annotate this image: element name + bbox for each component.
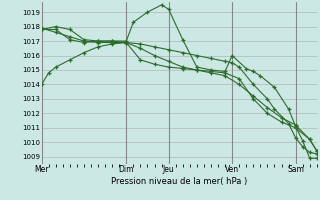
- X-axis label: Pression niveau de la mer( hPa ): Pression niveau de la mer( hPa ): [111, 177, 247, 186]
